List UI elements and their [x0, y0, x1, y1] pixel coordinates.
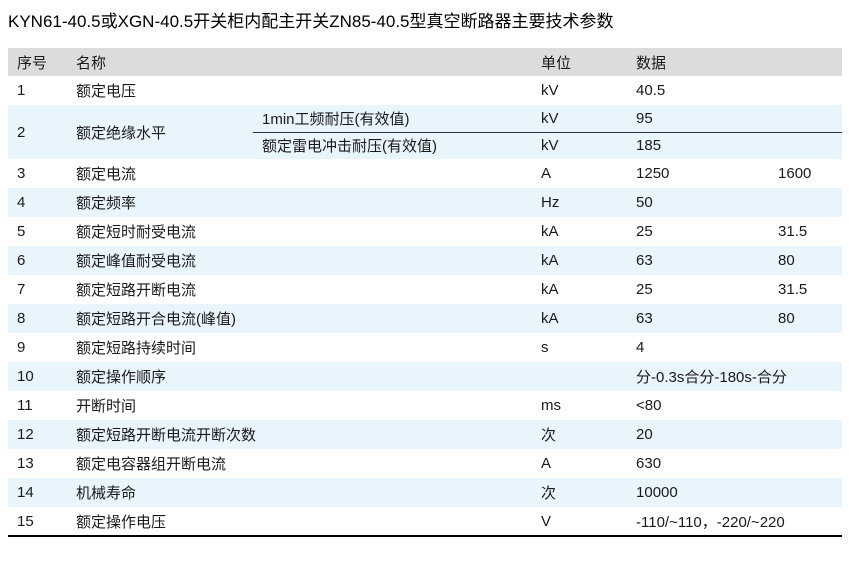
row-data: 50 — [636, 194, 653, 211]
row-data2: 80 — [778, 310, 795, 327]
row-name: 额定峰值耐受电流 — [76, 253, 197, 270]
table-row: 15 额定操作电压 V -110/~110，-220/~220 — [8, 507, 842, 536]
table-header: 序号 名称 单位 数据 — [8, 48, 843, 76]
row-index: 14 — [17, 484, 34, 501]
row-data: 10000 — [636, 484, 678, 501]
table-row: 6 额定峰值耐受电流 kA 63 80 — [8, 246, 843, 275]
row-unit: A — [541, 455, 552, 472]
table-row: 11 开断时间 ms <80 — [8, 391, 842, 420]
header-unit: 单位 — [541, 54, 572, 72]
row-data: 4 — [636, 339, 645, 356]
row-index: 11 — [17, 397, 33, 414]
row-unit: Hz — [541, 194, 560, 211]
table-row: 13 额定电容器组开断电流 A 630 — [8, 449, 842, 478]
row-name: 额定频率 — [76, 195, 137, 212]
row-index: 3 — [17, 165, 26, 182]
row-data: 分-0.3s合分-180s-合分 — [636, 369, 787, 386]
row-data: 1250 — [636, 165, 670, 182]
row-data: 20 — [636, 426, 653, 443]
row-unit: A — [541, 165, 552, 182]
table-row: 12 额定短路开断电流开断次数 次 20 — [8, 420, 843, 449]
row-unit: kV — [541, 137, 559, 155]
row-unit: kV — [532, 105, 628, 133]
row-data: 40.5 — [636, 82, 666, 99]
row-name: 额定短路开断电流 — [76, 282, 197, 299]
row-unit: s — [541, 339, 549, 356]
row-name: 额定操作电压 — [76, 513, 167, 531]
spec-table-body: 1 额定电压 kV 40.5 2 额定绝缘水平 1min工频耐压(有效值) kV 95 额定雷电冲… — [8, 76, 843, 536]
row-index: 8 — [17, 310, 26, 327]
table-row: 2 额定绝缘水平 1min工频耐压(有效值) kV 95 — [8, 105, 843, 142]
row-unit: kA — [541, 310, 559, 327]
row-data: 63 — [636, 252, 653, 269]
row-index: 12 — [17, 426, 34, 443]
row-name: 额定短路持续时间 — [76, 340, 197, 357]
row-data: 25 — [636, 281, 653, 298]
row-unit: kA — [541, 281, 559, 298]
row-name: 额定短路开断电流开断次数 — [76, 427, 257, 444]
subrow-name: 1min工频耐压(有效值) — [253, 105, 533, 133]
row-unit: ms — [541, 397, 562, 414]
row-name: 额定绝缘水平 — [76, 124, 167, 142]
header-index: 序号 — [17, 54, 48, 72]
row-unit: kV — [541, 82, 559, 99]
row-index: 2 — [17, 123, 26, 141]
row-name: 额定电压 — [76, 83, 137, 100]
table-row: 14 机械寿命 次 10000 — [8, 478, 843, 507]
page: KYN61-40.5或XGN-40.5开关柜内配主开关ZN85-40.5型真空断… — [8, 12, 843, 537]
table-row: 1 额定电压 kV 40.5 — [8, 76, 842, 105]
row-index: 9 — [17, 339, 26, 356]
row-unit — [532, 362, 627, 391]
table-row: 10 额定操作顺序 分-0.3s合分-180s-合分 — [8, 362, 843, 391]
row-name: 机械寿命 — [76, 485, 137, 502]
row-index: 15 — [17, 512, 34, 530]
row-name: 额定电流 — [76, 166, 137, 183]
row-data2: 31.5 — [778, 223, 808, 240]
table-row: 9 额定短路持续时间 s 4 — [8, 333, 842, 362]
row-data: 63 — [636, 310, 653, 327]
row-name: 额定操作顺序 — [76, 369, 167, 386]
row-data2: 31.5 — [778, 281, 808, 298]
row-unit: kA — [541, 252, 559, 269]
row-index: 13 — [17, 455, 34, 472]
row-data2: 80 — [778, 252, 795, 269]
spec-table: 序号 名称 单位 数据 1 额定电压 kV 40.5 2 额定绝缘水平 1min工频耐压(有… — [8, 48, 843, 537]
page-title: KYN61-40.5或XGN-40.5开关柜内配主开关ZN85-40.5型真空断… — [8, 12, 614, 31]
row-name: 额定短时耐受电流 — [76, 224, 197, 241]
row-index: 4 — [17, 194, 26, 211]
row-index: 10 — [17, 368, 34, 385]
table-row: 8 额定短路开合电流(峰值) kA 63 80 — [8, 304, 843, 333]
header-name: 名称 — [76, 54, 107, 72]
row-index: 1 — [17, 82, 26, 99]
row-data: -110/~110，-220/~220 — [636, 513, 785, 531]
row-data2: 1600 — [778, 165, 812, 182]
row-index: 7 — [17, 281, 26, 298]
table-row: 4 额定频率 Hz 50 — [8, 188, 843, 217]
table-row: 7 额定短路开断电流 kA 25 31.5 — [8, 275, 842, 304]
row-data: 25 — [636, 223, 653, 240]
row-name: 开断时间 — [76, 398, 137, 415]
table-row: 5 额定短时耐受电流 kA 25 31.5 — [8, 217, 842, 246]
row-name: 额定电容器组开断电流 — [76, 456, 227, 473]
header-data: 数据 — [636, 54, 667, 72]
row-unit: 次 — [541, 485, 557, 502]
row-index: 5 — [17, 223, 26, 240]
subrow-name: 额定雷电冲击耐压(有效值) — [262, 138, 437, 156]
row-name: 额定短路开合电流(峰值) — [76, 311, 236, 328]
table-header-row: 序号 名称 单位 数据 — [8, 48, 843, 76]
row-data: <80 — [636, 397, 662, 414]
row-unit: kA — [541, 223, 559, 240]
row-data: 185 — [636, 137, 662, 155]
row-unit: 次 — [541, 427, 557, 444]
table-row: 3 额定电流 A 1250 1600 — [8, 159, 842, 188]
row-index: 6 — [17, 252, 26, 269]
row-data: 630 — [636, 455, 662, 472]
row-data: 95 — [627, 105, 843, 133]
row-unit: V — [541, 512, 552, 530]
